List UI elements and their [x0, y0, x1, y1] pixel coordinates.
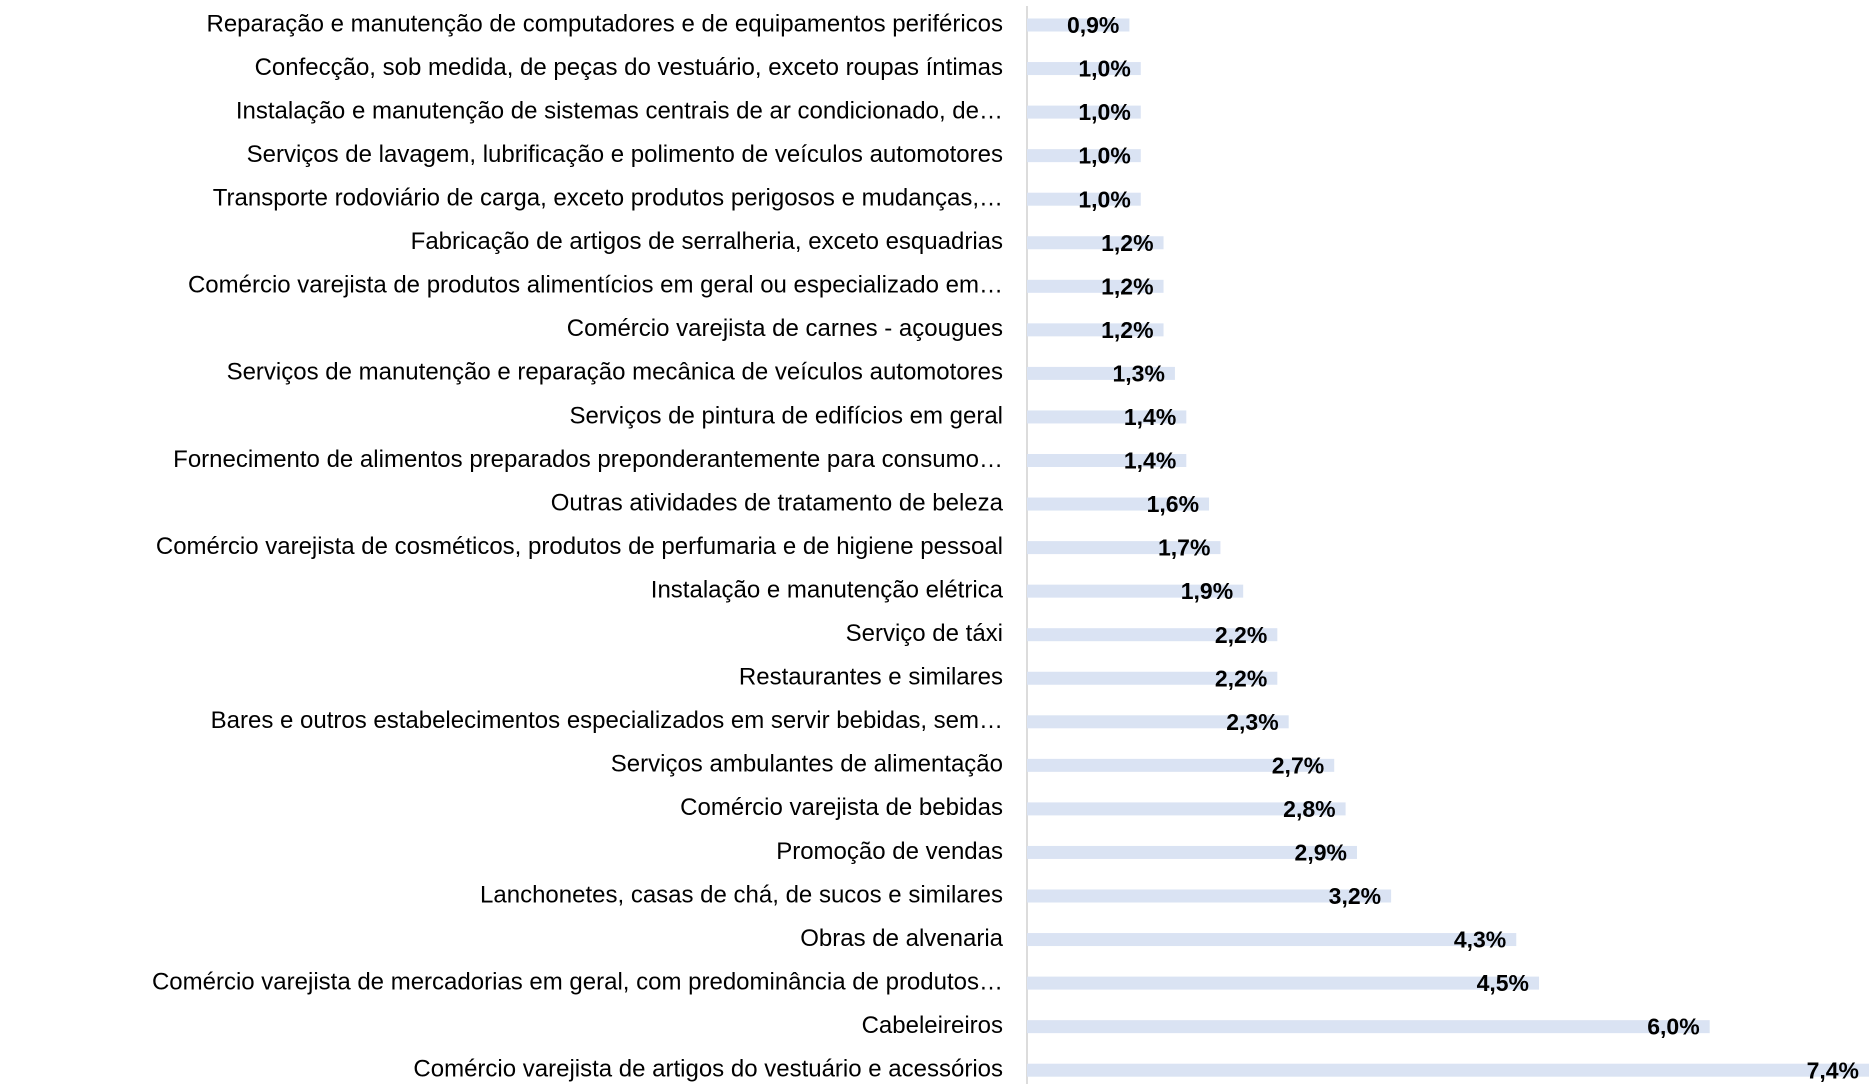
bar — [1027, 845, 1357, 859]
bar — [1027, 454, 1187, 467]
category-label: Promoção de vendas — [776, 838, 1003, 865]
category-label: Serviços de lavagem, lubrificação e poli… — [247, 141, 1003, 168]
bar — [1027, 933, 1517, 947]
bar — [1027, 671, 1278, 685]
category-label: Comércio varejista de carnes - açougues — [567, 315, 1003, 342]
category-label: Fornecimento de alimentos preparados pre… — [173, 446, 1003, 473]
data-label: 1,2% — [1101, 317, 1153, 343]
data-label: 1,2% — [1101, 273, 1153, 299]
bar — [1027, 192, 1141, 206]
data-label: 2,2% — [1215, 622, 1267, 648]
bar — [1027, 62, 1141, 76]
data-label: 1,4% — [1124, 404, 1176, 430]
bar — [1027, 105, 1141, 119]
category-label: Comércio varejista de produtos alimentíc… — [188, 272, 1003, 299]
data-label: 3,2% — [1329, 883, 1381, 909]
bar — [1027, 802, 1346, 816]
category-label: Confecção, sob medida, de peças do vestu… — [255, 54, 1003, 81]
category-label: Transporte rodoviário de carga, exceto p… — [213, 185, 1003, 212]
data-label: 0,9% — [1067, 12, 1119, 38]
category-label: Serviços de manutenção e reparação mecân… — [227, 359, 1003, 386]
bar — [1027, 323, 1164, 337]
bar — [1027, 758, 1335, 772]
category-label: Comércio varejista de mercadorias em ger… — [152, 968, 1003, 995]
data-label: 4,5% — [1477, 970, 1529, 996]
bar — [1027, 628, 1278, 642]
category-label: Serviços de pintura de edifícios em gera… — [569, 402, 1003, 429]
data-label: 1,7% — [1158, 535, 1210, 561]
category-label: Instalação e manutenção de sistemas cent… — [236, 97, 1003, 124]
bar — [1027, 497, 1210, 511]
data-label: 1,0% — [1078, 56, 1130, 82]
data-label: 1,9% — [1181, 578, 1233, 604]
category-label: Instalação e manutenção elétrica — [651, 576, 1004, 603]
data-label: 2,2% — [1215, 665, 1267, 691]
bar — [1027, 889, 1392, 903]
bar — [1027, 1063, 1869, 1077]
data-label: 7,4% — [1807, 1057, 1859, 1083]
category-label: Serviço de táxi — [846, 620, 1003, 647]
bar — [1027, 1020, 1710, 1034]
category-label: Outras atividades de tratamento de belez… — [551, 489, 1004, 516]
data-label: 1,3% — [1112, 360, 1164, 386]
category-label: Bares e outros estabelecimentos especial… — [211, 707, 1003, 734]
bar — [1027, 541, 1221, 555]
category-label: Comércio varejista de cosméticos, produt… — [156, 533, 1003, 560]
bar — [1027, 715, 1289, 729]
data-label: 1,6% — [1147, 491, 1199, 517]
data-label: 2,7% — [1272, 752, 1324, 778]
bar — [1027, 366, 1175, 380]
data-label: 2,3% — [1226, 709, 1278, 735]
category-label: Obras de alvenaria — [800, 925, 1003, 952]
bar — [1027, 18, 1130, 32]
data-label: 2,9% — [1295, 840, 1347, 866]
data-label: 1,2% — [1101, 230, 1153, 256]
bar — [1027, 279, 1164, 293]
data-label: 1,0% — [1078, 143, 1130, 169]
category-label: Restaurantes e similares — [739, 664, 1003, 691]
category-label: Comércio varejista de artigos do vestuár… — [413, 1056, 1003, 1083]
bar — [1027, 976, 1540, 990]
bar — [1027, 410, 1187, 424]
data-label: 1,0% — [1078, 99, 1130, 125]
data-label: 1,4% — [1124, 448, 1176, 474]
data-label: 2,8% — [1283, 796, 1335, 822]
category-label: Comércio varejista de bebidas — [680, 794, 1003, 821]
category-label: Reparação e manutenção de computadores e… — [207, 10, 1004, 37]
data-label: 6,0% — [1647, 1014, 1699, 1040]
category-label: Serviços ambulantes de alimentação — [611, 751, 1003, 778]
data-label: 4,3% — [1454, 927, 1506, 953]
data-label: 1,0% — [1078, 186, 1130, 212]
category-label: Lanchonetes, casas de chá, de sucos e si… — [480, 881, 1003, 908]
bar — [1027, 584, 1244, 598]
category-label: Cabeleireiros — [862, 1012, 1003, 1039]
bar — [1027, 149, 1141, 163]
category-label: Fabricação de artigos de serralheria, ex… — [411, 228, 1003, 255]
bar — [1027, 236, 1164, 250]
